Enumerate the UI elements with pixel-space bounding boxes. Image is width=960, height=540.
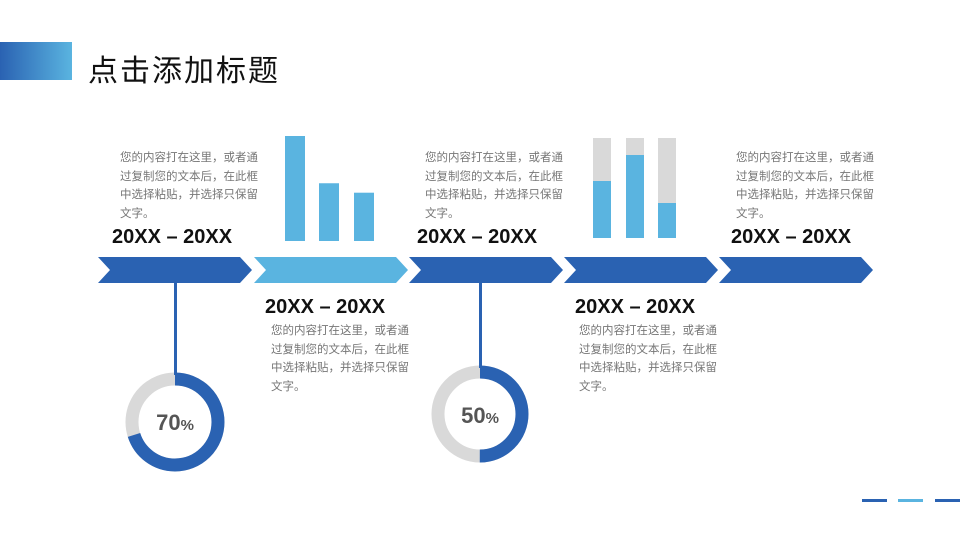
timeline-arrow-3 [409,257,563,283]
chart2-bar [593,181,611,238]
donut-2-label: 50% [461,403,499,428]
slide-title[interactable]: 点击添加标题 [88,54,280,89]
donut-2-progress [431,365,529,463]
stage-5-text[interactable]: 您的内容打在这里，或者通过复制您的文本后，在此框中选择粘贴，并选择只保留文字。 [736,150,874,220]
deco-line-1 [862,499,887,502]
stage-1-date[interactable]: 20XX – 20XX [112,226,233,248]
stage-4-text[interactable]: 您的内容打在这里，或者通过复制您的文本后，在此框中选择粘贴，并选择只保留文字。 [579,323,717,393]
connector-line-1 [174,283,177,375]
chart2-bar [658,203,676,238]
title-accent-bar [0,42,72,80]
deco-line-3 [935,499,960,502]
chart1-bar [319,183,339,241]
stage-2-text[interactable]: 您的内容打在这里，或者通过复制您的文本后，在此框中选择粘贴，并选择只保留文字。 [271,323,409,393]
stage-1-text[interactable]: 您的内容打在这里，或者通过复制您的文本后，在此框中选择粘贴，并选择只保留文字。 [120,150,258,220]
stage-3-date[interactable]: 20XX – 20XX [417,226,538,248]
timeline-arrow-1 [98,257,252,283]
stage-5-date[interactable]: 20XX – 20XX [731,226,852,248]
donut-1-progress [125,372,225,472]
stage-4-date[interactable]: 20XX – 20XX [575,296,696,318]
donut-1-label: 70% [156,410,194,435]
deco-line-2 [898,499,923,502]
timeline-arrow-2 [254,257,408,283]
chart1-bar [354,192,374,241]
chart2-bar [626,155,644,238]
connector-line-2 [479,283,482,368]
chart1-bar [285,136,305,241]
timeline-arrow-4 [564,257,718,283]
stage-3-text[interactable]: 您的内容打在这里，或者通过复制您的文本后，在此框中选择粘贴，并选择只保留文字。 [425,150,563,220]
stage-2-date[interactable]: 20XX – 20XX [265,296,386,318]
timeline-arrow-5 [719,257,873,283]
